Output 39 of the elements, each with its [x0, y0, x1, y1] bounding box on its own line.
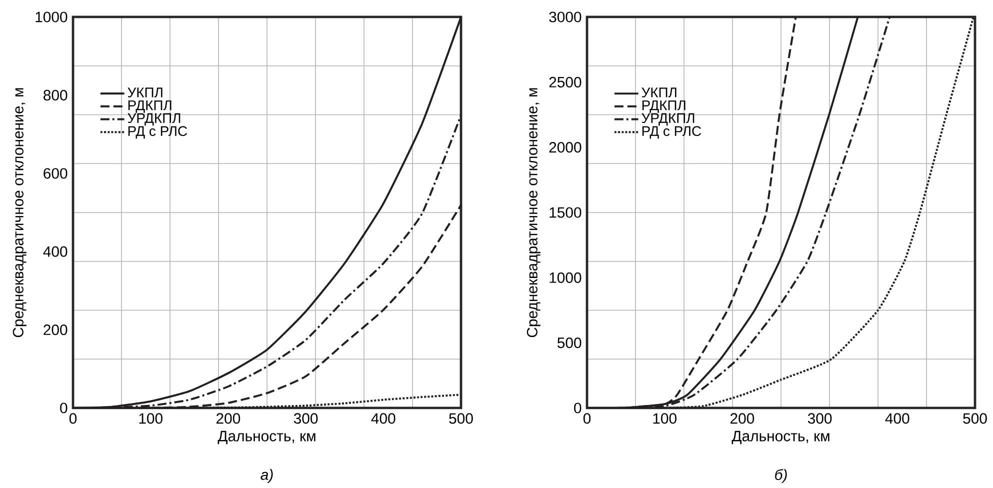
y-tick-label: 1000: [36, 12, 68, 22]
x-tick-label: 0: [69, 413, 77, 424]
x-tick-label: 100: [139, 413, 162, 424]
legend-label: РД с РЛС: [128, 126, 188, 139]
x-tick-label: 0: [583, 413, 591, 424]
y-tick-label: 200: [44, 324, 68, 336]
x-tick-label: 400: [371, 413, 396, 424]
x-axis-title: Дальность, км: [218, 430, 316, 444]
legend-label: РДКПЛ: [128, 100, 172, 113]
text: а): [260, 469, 273, 483]
x-tick-label: 500: [963, 413, 987, 424]
y-axis-title: Среднеквадратичное отклонение, м: [12, 88, 26, 338]
x-tick-label: 200: [216, 413, 240, 424]
legend-label: УРДКПЛ: [642, 113, 694, 126]
y-tick-label: 500: [557, 338, 582, 348]
x-tick-label: 400: [885, 413, 910, 424]
legend-label: РД с РЛС: [642, 126, 702, 139]
legend-label: УКПЛ: [128, 88, 162, 98]
legend-label: УКПЛ: [642, 88, 676, 98]
x-axis-title: Дальность, км: [732, 430, 830, 444]
x-tick-label: 300: [294, 413, 318, 424]
y-tick-label: 1000: [550, 272, 582, 283]
x-tick-label: 200: [730, 413, 754, 424]
y-tick-label: 3000: [549, 12, 582, 22]
x-tick-label: 500: [449, 413, 473, 424]
legend-label: УРДКПЛ: [128, 113, 180, 126]
text: б): [775, 468, 787, 484]
y-tick-label: 800: [44, 90, 68, 100]
legend-label: РДКПЛ: [642, 100, 686, 113]
y-tick-label: 400: [43, 246, 68, 257]
y-tick-label: 0: [574, 402, 582, 414]
y-tick-label: 0: [60, 402, 68, 414]
x-tick-label: 100: [653, 413, 676, 424]
y-axis-title: Среднеквадратичное отклонение, м: [526, 88, 540, 338]
y-tick-label: 2500: [549, 76, 582, 88]
y-tick-label: 600: [44, 168, 68, 179]
y-tick-label: 1500: [550, 207, 582, 218]
x-tick-label: 300: [808, 413, 832, 424]
y-tick-label: 2000: [549, 142, 582, 153]
